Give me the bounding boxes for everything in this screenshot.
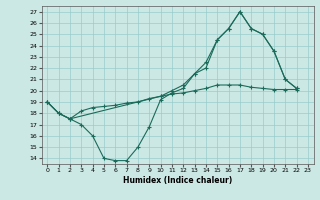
X-axis label: Humidex (Indice chaleur): Humidex (Indice chaleur) (123, 176, 232, 185)
